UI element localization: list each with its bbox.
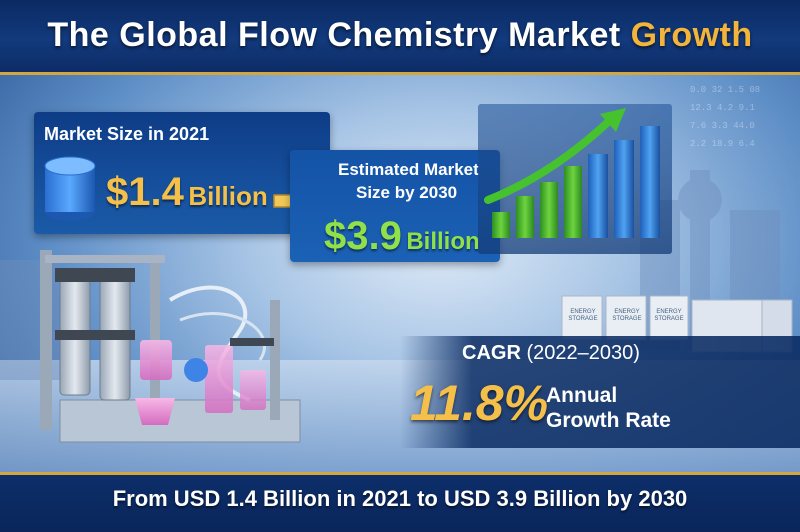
database-cylinder-icon bbox=[44, 156, 96, 221]
header-band bbox=[0, 0, 800, 75]
market-2030-card bbox=[290, 150, 500, 262]
svg-text:2.2 18.9 6.4: 2.2 18.9 6.4 bbox=[690, 139, 755, 149]
market-2021-amount: $1.4 bbox=[106, 170, 184, 214]
cagr-band bbox=[400, 336, 800, 448]
flow-reactor-illustration bbox=[40, 250, 301, 443]
market-2021-unit: Billion bbox=[188, 181, 268, 211]
market-2030-unit: Billion bbox=[406, 228, 480, 255]
storage-label-2: ENERGY STORAGE bbox=[612, 309, 642, 322]
cagr-value: 11.8% bbox=[410, 375, 549, 431]
page-title-highlight: Growth bbox=[630, 16, 753, 54]
svg-text:12.3 4.2 9.1: 12.3 4.2 9.1 bbox=[690, 103, 755, 113]
cagr-desc-line1: Annual bbox=[546, 384, 618, 407]
cagr-label: CAGR (2022–2030) bbox=[462, 342, 640, 365]
cagr-label-text: CAGR bbox=[462, 342, 521, 364]
market-2021-label: Market Size in 2021 bbox=[44, 124, 210, 144]
market-2030-value: $3.9 Billion bbox=[324, 214, 480, 259]
footer-band bbox=[0, 472, 800, 532]
market-2030-label-line2: Size by 2030 bbox=[356, 183, 458, 202]
market-2021-value: $1.4 Billion bbox=[106, 170, 268, 215]
storage-label-3: ENERGY STORAGE bbox=[654, 309, 684, 322]
svg-text:7.6 3.3 44.0: 7.6 3.3 44.0 bbox=[690, 121, 755, 131]
growth-bars-icon bbox=[484, 108, 660, 238]
storage-label-1: ENERGY STORAGE bbox=[568, 309, 598, 322]
cagr-desc-line2: Growth Rate bbox=[546, 409, 671, 432]
footer-summary: From USD 1.4 Billion in 2021 to USD 3.9 … bbox=[112, 486, 688, 511]
page-title-main: The Global Flow Chemistry Market bbox=[47, 16, 631, 54]
cagr-years: (2022–2030) bbox=[526, 342, 640, 364]
market-2030-amount: $3.9 bbox=[324, 214, 402, 258]
market-2030-label-line1: Estimated Market bbox=[338, 160, 479, 179]
page-title: The Global Flow Chemistry Market Growth bbox=[0, 16, 800, 55]
svg-text:0.0 32 1.5 08: 0.0 32 1.5 08 bbox=[690, 85, 760, 95]
